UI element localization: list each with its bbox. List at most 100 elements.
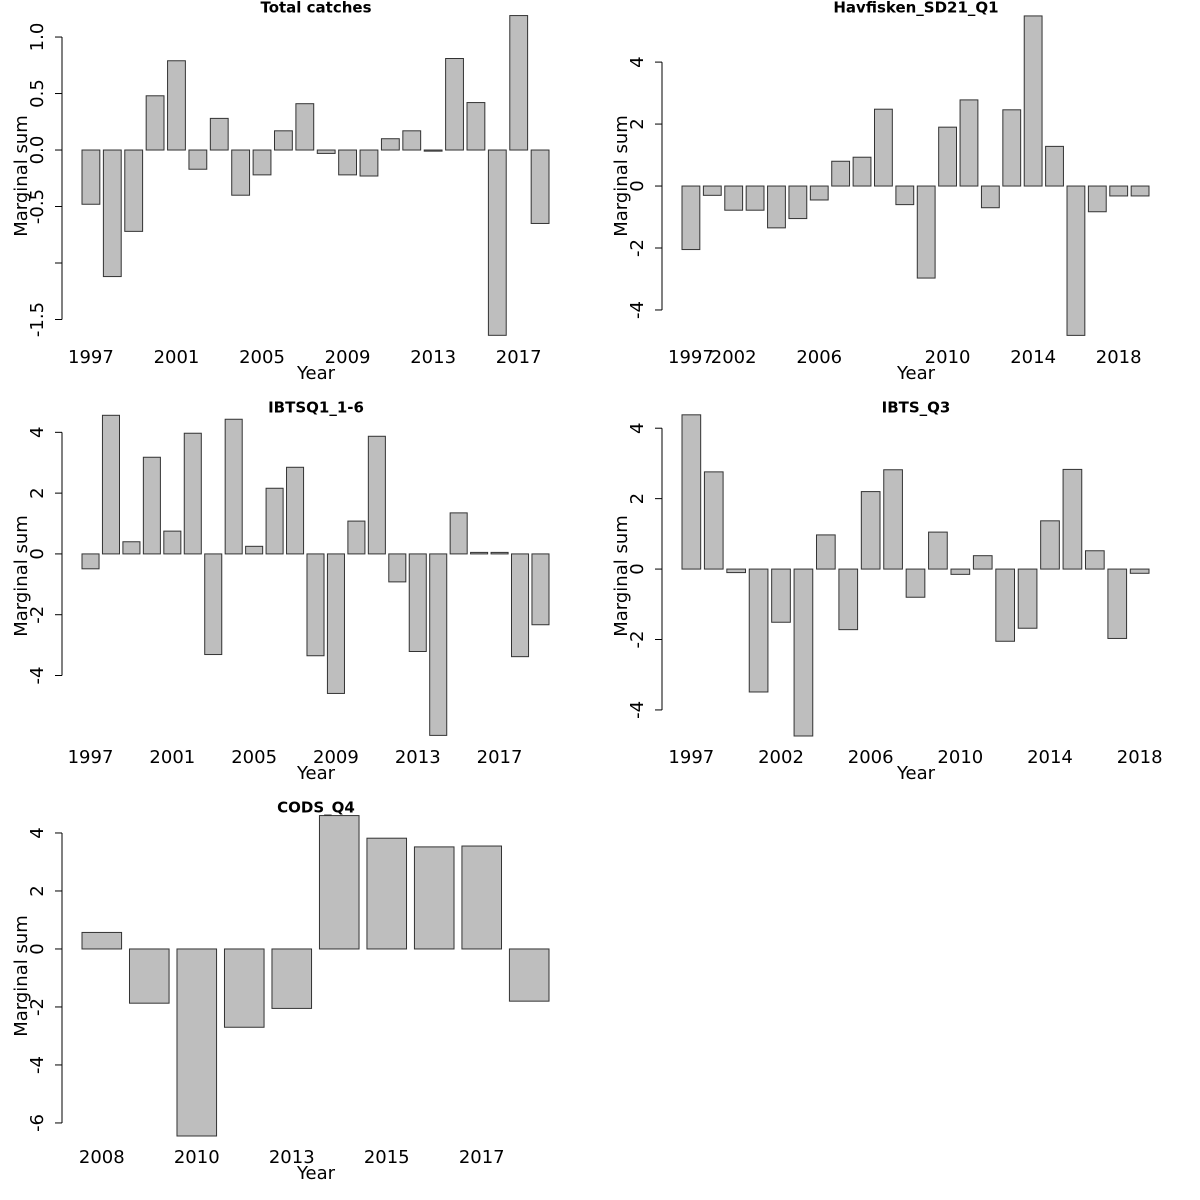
x-axis-label: Year — [896, 763, 936, 784]
x-tick-label: 1997 — [68, 347, 114, 368]
bar — [905, 568, 926, 598]
bar — [724, 185, 744, 211]
y-tick-label: 2 — [627, 493, 648, 504]
y-tick-label: -4 — [27, 1056, 48, 1074]
bar — [938, 126, 957, 187]
bar — [128, 948, 170, 1004]
bar — [224, 418, 243, 555]
y-axis-label: Marginal sum — [11, 515, 32, 637]
x-tick-label: 2010 — [937, 747, 983, 768]
bar — [852, 156, 872, 187]
bar — [209, 117, 229, 151]
x-tick-label: 2015 — [364, 1147, 410, 1168]
bar — [252, 149, 272, 176]
x-tick-label: 2010 — [174, 1147, 220, 1168]
x-tick-label: 2002 — [711, 347, 757, 368]
bar — [102, 149, 122, 278]
bar — [388, 553, 407, 583]
bar — [142, 456, 161, 555]
y-tick-label: 0 — [27, 548, 48, 559]
x-tick-label: 2014 — [1010, 347, 1056, 368]
bar — [163, 530, 182, 555]
x-tick-label: 2008 — [79, 1147, 125, 1168]
y-axis-label: Marginal sum — [611, 115, 632, 237]
bar — [793, 568, 814, 737]
y-tick-label: 4 — [627, 422, 648, 433]
chart-title: IBTS_Q3 — [882, 399, 951, 417]
x-tick-label: 2018 — [1096, 347, 1142, 368]
bar — [815, 534, 836, 570]
y-tick-label: -2 — [627, 239, 648, 257]
bar — [788, 185, 808, 220]
bar — [531, 553, 550, 626]
bar — [124, 149, 144, 232]
y-tick-label: 2 — [27, 487, 48, 498]
bar — [748, 568, 769, 693]
y-tick-label: -1.5 — [27, 302, 48, 337]
bar — [466, 102, 486, 151]
y-tick-label: 0.0 — [27, 136, 48, 165]
bar — [1129, 568, 1150, 574]
x-tick-label: 2009 — [313, 747, 359, 768]
bar — [726, 568, 747, 574]
x-tick-label: 2017 — [459, 1147, 505, 1168]
bar — [509, 15, 529, 151]
bar — [745, 185, 765, 211]
x-tick-label: 2002 — [758, 747, 804, 768]
bar — [183, 432, 202, 555]
bar — [767, 185, 786, 229]
y-tick-label: -2 — [27, 606, 48, 624]
bar — [1040, 520, 1060, 570]
bar — [511, 553, 530, 658]
bar — [530, 149, 550, 224]
y-tick-label: 0.5 — [27, 79, 48, 108]
x-tick-label: 1997 — [668, 347, 714, 368]
chart-title: IBTSQ1_1-6 — [268, 399, 364, 417]
bar — [176, 948, 218, 1137]
x-tick-label: 2017 — [477, 747, 523, 768]
bar — [408, 553, 427, 652]
bar — [81, 149, 101, 205]
x-axis-label: Year — [296, 763, 336, 784]
x-tick-label: 2010 — [925, 347, 971, 368]
bar — [380, 138, 400, 151]
x-axis-label: Year — [896, 363, 936, 384]
bar — [367, 435, 386, 555]
bar — [1130, 185, 1150, 197]
chart-title: Total catches — [260, 0, 371, 17]
bar — [1084, 550, 1105, 570]
bar — [1017, 568, 1038, 629]
bar — [81, 553, 100, 570]
bar — [295, 103, 315, 151]
bar — [223, 948, 265, 1028]
bar — [883, 469, 903, 570]
bar — [1107, 568, 1128, 639]
bar — [449, 512, 468, 555]
bar — [402, 130, 422, 151]
bar — [1109, 185, 1129, 197]
x-tick-label: 2006 — [796, 347, 842, 368]
bar — [316, 149, 336, 154]
bar — [916, 185, 936, 279]
bar — [972, 555, 993, 570]
bar — [980, 185, 1000, 209]
bar — [265, 487, 284, 555]
bar — [423, 149, 443, 152]
y-axis-label: Marginal sum — [611, 515, 632, 637]
bar — [101, 414, 120, 555]
bar — [959, 99, 979, 187]
x-tick-label: 2005 — [231, 747, 277, 768]
bar — [366, 837, 408, 950]
bar — [874, 108, 893, 187]
chart-title: CODS_Q4 — [277, 799, 355, 817]
bar — [681, 185, 701, 251]
y-tick-label: -4 — [27, 667, 48, 685]
bar — [895, 185, 915, 206]
bar — [995, 568, 1016, 642]
chart-title: Havfisken_SD21_Q1 — [833, 0, 998, 17]
y-tick-label: -0.5 — [27, 189, 48, 224]
x-tick-label: 2018 — [1117, 747, 1163, 768]
y-tick-label: 1.0 — [27, 23, 48, 52]
bar — [928, 531, 948, 570]
y-tick-label: -2 — [627, 631, 648, 649]
